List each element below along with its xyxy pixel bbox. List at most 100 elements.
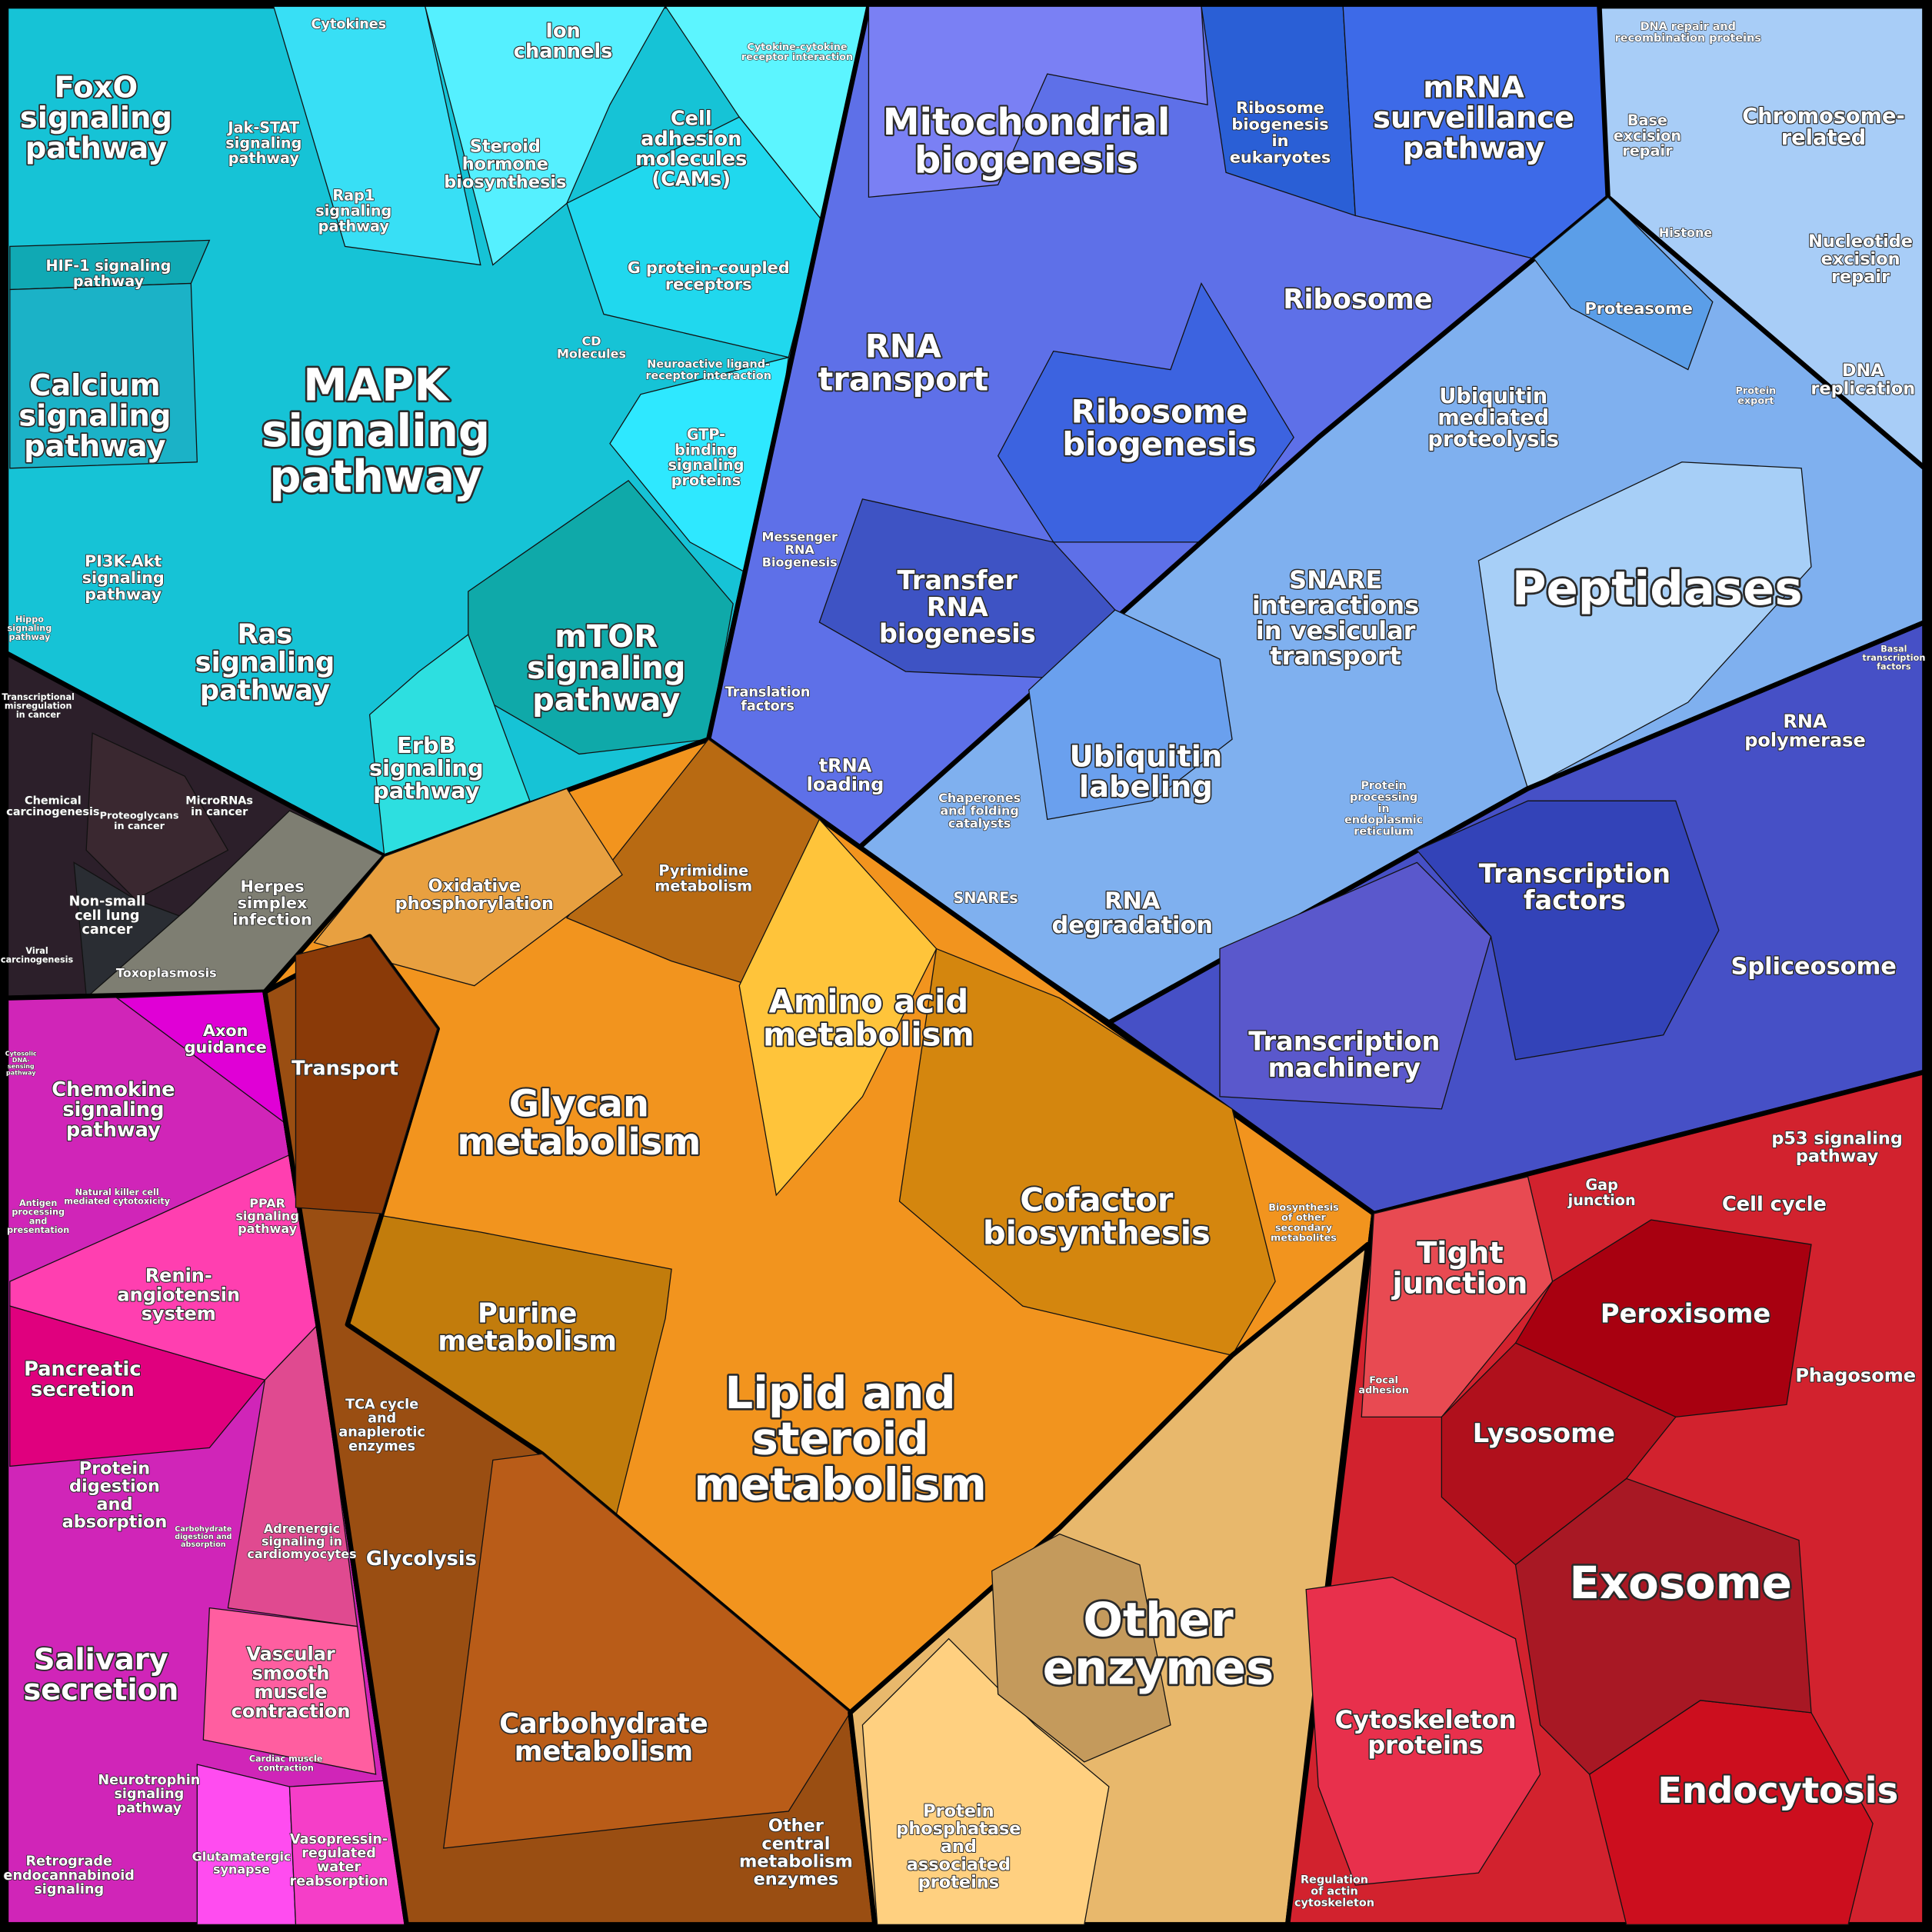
label-line: secretion [31, 1378, 135, 1401]
cell [85, 732, 229, 901]
label-line: proteolysis [1427, 427, 1559, 451]
region-label: Peroxisome [1601, 1298, 1770, 1328]
label-line: DNA- [12, 1056, 30, 1063]
label-line: enzymes [1043, 1641, 1274, 1695]
region-label: Cytosolic DNA-sensing pathway [5, 1050, 37, 1076]
label-line: central [761, 1834, 830, 1854]
label-line: G protein-coupled [628, 258, 790, 277]
label-line: Pancreatic [24, 1357, 141, 1381]
label-line: mTOR [555, 619, 658, 655]
label-line: reabsorption [290, 1874, 388, 1889]
region-label: tRNA loading [807, 754, 884, 795]
label-line: PI3K-Akt [85, 552, 162, 571]
label-line: pathway [117, 1800, 182, 1816]
label-line: biogenesis [914, 138, 1138, 182]
label-line: catalysts [948, 816, 1011, 831]
region-label: Axon guidance [185, 1021, 267, 1056]
region-label: Carbohydrate digestion and absorption [175, 1525, 232, 1549]
label-line: Endocytosis [1657, 1769, 1898, 1810]
label-line: tRNA [819, 754, 872, 776]
label-line: Other [1083, 1592, 1233, 1647]
region-label: Protein phosphatase and associated proteins [896, 1801, 1021, 1892]
label-line: eukaryotes [1230, 148, 1331, 166]
label-line: junction [1567, 1191, 1636, 1208]
label-line: infection [232, 910, 312, 928]
label-line: Gap [1585, 1176, 1618, 1194]
label-line: Chemokine [52, 1078, 175, 1101]
label-line: Glycolysis [366, 1547, 477, 1571]
label-line: signaling [225, 134, 301, 152]
region-label: PI3K-Akt signaling pathway [82, 552, 165, 604]
label-line: RNA [1104, 888, 1161, 914]
label-line: muscle [254, 1681, 327, 1703]
label-line: contraction [232, 1700, 351, 1722]
label-line: pathway [9, 632, 51, 642]
label-line: Antigen [19, 1198, 57, 1208]
region-label: Cytokine-cytokine receptor interaction [741, 41, 853, 62]
label-line: phosphorylation [395, 893, 554, 913]
region-label: Transfer RNA biogenesis [879, 565, 1036, 648]
cell [1416, 800, 1720, 1061]
region-label: Translation factors [725, 685, 811, 714]
label-line: machinery [1268, 1052, 1421, 1082]
label-line: carcinogenesis [1, 954, 74, 964]
label-line: pathway [73, 271, 145, 289]
label-line: signaling [8, 623, 52, 633]
label-line: interactions [1252, 591, 1419, 620]
label-line: pathway [269, 450, 482, 502]
label-line: pathway [66, 1119, 161, 1142]
region-label: Vasopressin-regulated water reabsorption [290, 1832, 388, 1889]
region-label: Transcriptional misregulation in cancer [2, 692, 74, 720]
region-label: Glycan metabolism [457, 1083, 701, 1164]
region-label: Purine metabolism [438, 1297, 617, 1357]
label-line: metabolism [438, 1326, 617, 1357]
label-line: and folding [940, 803, 1019, 818]
region-label: Chaperones and folding catalysts [938, 791, 1021, 831]
label-line: Spliceosome [1730, 953, 1896, 980]
region-label: Protein export [1736, 385, 1777, 406]
label-line: Ubiquitin [1439, 384, 1547, 408]
label-line: Carbohydrate [175, 1525, 232, 1534]
label-line: Nucleotide [1808, 232, 1913, 251]
cell [9, 1305, 266, 1467]
region-label: HIF-1 signaling pathway [46, 257, 172, 290]
label-line: pathway [25, 131, 168, 165]
label-line: FoxO [55, 70, 138, 105]
region-label: Chromosome-related [1742, 105, 1905, 150]
label-line: Non-small [69, 894, 145, 910]
label-line: Protein [1361, 780, 1406, 792]
label-line: RNA [1783, 711, 1827, 732]
region-label: Transport [291, 1058, 398, 1081]
label-line: angiotensin [117, 1284, 240, 1305]
region-label: Ubiquitin mediated proteolysis [1427, 384, 1559, 451]
label-line: signaling [235, 1208, 299, 1223]
label-line: TCA cycle [345, 1397, 418, 1412]
cell [1514, 1477, 1812, 1775]
label-line: Focal [1369, 1374, 1398, 1386]
region-label: TCA cycle and anaplerotic enzymes [338, 1397, 425, 1454]
label-line: digestion [69, 1476, 160, 1496]
label-line: metabolism [694, 1458, 986, 1511]
region-label: Retrograde endocannabinoid signaling [4, 1854, 135, 1897]
label-line: metabolism [739, 1851, 853, 1871]
region-label: p53 signaling pathway [1771, 1128, 1903, 1166]
label-line: Chromosome- [1742, 105, 1905, 128]
region-label: RNA degradation [1051, 888, 1213, 938]
label-line: Ribosome [1283, 284, 1432, 315]
label-line: HIF-1 signaling [46, 257, 172, 275]
region-label: Gap junction [1567, 1176, 1636, 1209]
region-label: DNA repair and recombination proteins [1615, 21, 1761, 45]
label-line: Rap1 [332, 186, 375, 204]
label-line: export [1737, 395, 1774, 407]
region-label: ErbB signaling pathway [369, 732, 484, 804]
label-line: repair [1831, 267, 1890, 287]
label-line: steroid [752, 1412, 929, 1464]
label-line: SNARE [1289, 565, 1382, 595]
region-label: Phagosome [1795, 1364, 1916, 1386]
region-label: Basal transcription factors [1862, 644, 1925, 671]
label-line: Transcription [1479, 858, 1671, 888]
label-line: Messenger [762, 529, 838, 544]
region-label: Endocytosis [1657, 1769, 1898, 1810]
label-line: processing [1350, 791, 1417, 804]
